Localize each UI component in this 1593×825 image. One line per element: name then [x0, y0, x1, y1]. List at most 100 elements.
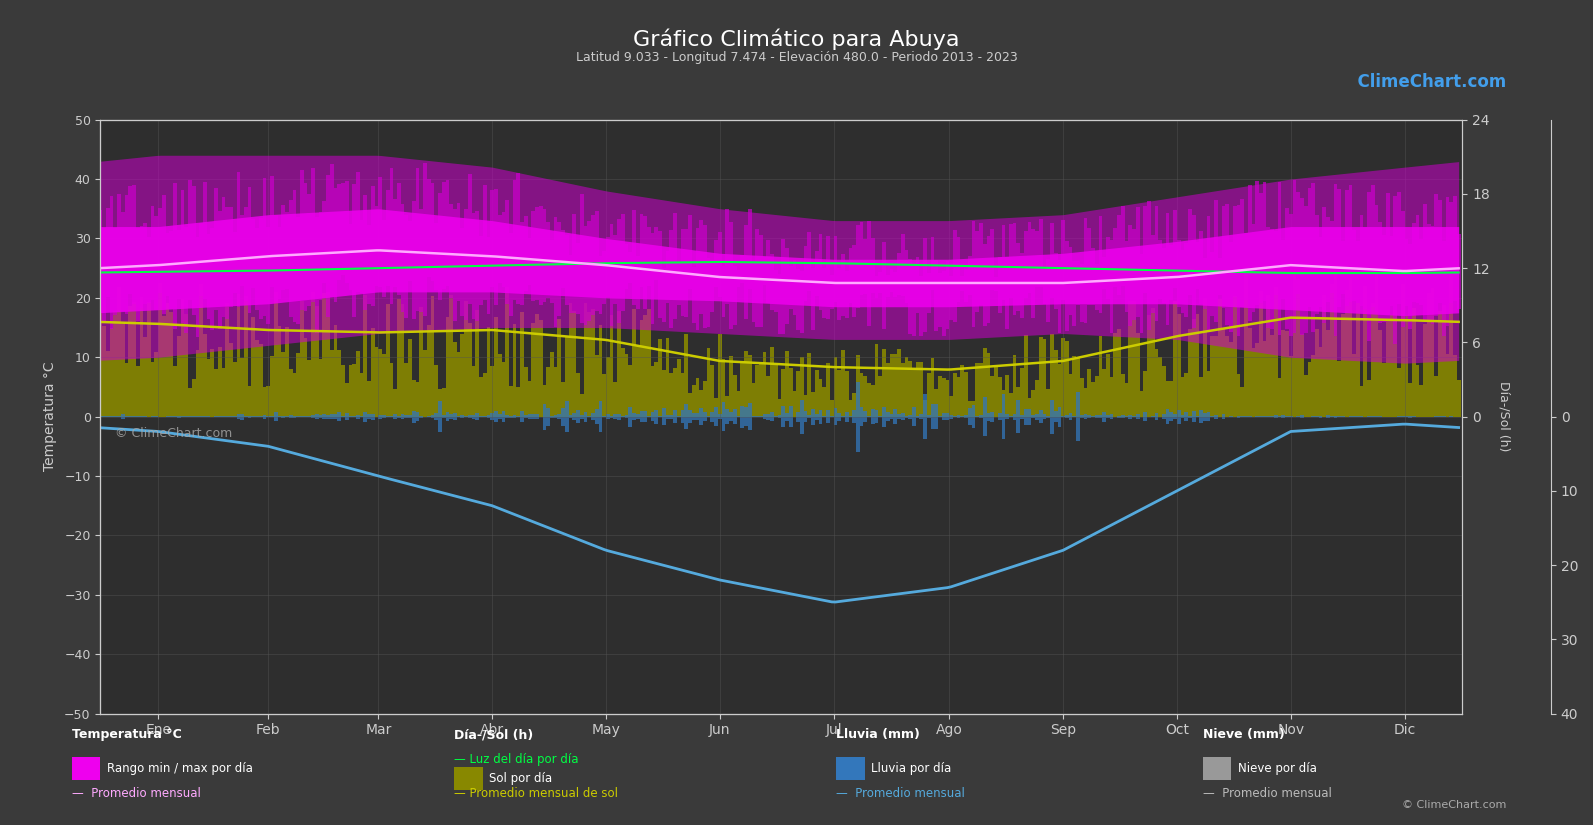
Bar [1230, 342, 1233, 417]
Bar [1013, 356, 1016, 417]
Bar [319, 415, 322, 417]
Bar [1005, 417, 1008, 419]
Bar [543, 385, 546, 417]
Bar [1364, 227, 1367, 309]
Bar [322, 293, 327, 417]
Bar [889, 269, 894, 292]
Bar [338, 351, 341, 417]
Bar [143, 337, 147, 417]
Bar [1196, 242, 1200, 289]
Bar [405, 214, 408, 318]
Bar [527, 414, 532, 417]
Bar [1453, 356, 1456, 417]
Bar [1442, 305, 1445, 417]
Text: Nieve (mm): Nieve (mm) [1203, 728, 1284, 742]
Bar [379, 349, 382, 417]
Bar [1389, 315, 1394, 417]
Bar [644, 216, 647, 309]
Bar [1356, 304, 1360, 417]
Bar [416, 412, 419, 417]
Bar [260, 218, 263, 319]
Bar [382, 417, 386, 418]
Bar [1169, 381, 1172, 417]
Bar [766, 376, 769, 417]
Bar [413, 411, 416, 417]
Bar [741, 417, 744, 427]
Bar [486, 416, 491, 417]
Bar [953, 373, 957, 417]
Bar [639, 214, 644, 287]
Bar [1161, 417, 1166, 419]
Bar [804, 246, 808, 300]
Bar [352, 364, 355, 417]
Bar [1177, 240, 1180, 308]
Bar [1386, 193, 1389, 318]
Bar [1333, 416, 1338, 417]
Bar [1300, 198, 1303, 335]
Bar [703, 412, 707, 417]
Bar [460, 417, 464, 418]
Bar [416, 417, 419, 421]
Bar [969, 408, 972, 417]
Bar [658, 232, 663, 318]
Bar [628, 252, 632, 283]
Bar [1117, 329, 1121, 417]
Bar [1169, 245, 1172, 300]
Bar [830, 399, 833, 417]
Bar [1397, 191, 1400, 304]
Bar [1058, 417, 1061, 427]
Bar [330, 417, 333, 419]
Bar [1077, 417, 1080, 441]
Bar [293, 191, 296, 322]
Bar [769, 346, 774, 417]
Bar [438, 389, 441, 417]
Bar [986, 353, 991, 417]
Text: © ClimeChart.com: © ClimeChart.com [1402, 800, 1507, 810]
Bar [1066, 341, 1069, 417]
Bar [758, 364, 763, 417]
Bar [282, 352, 285, 417]
Bar [703, 224, 707, 328]
Bar [688, 410, 691, 417]
Bar [502, 212, 505, 287]
Bar [616, 417, 621, 420]
Bar [677, 262, 680, 305]
Bar [1252, 348, 1255, 417]
Bar [202, 182, 207, 299]
Bar [1360, 386, 1364, 417]
Bar [274, 412, 277, 417]
Bar [452, 413, 457, 417]
Bar [1042, 417, 1047, 419]
Bar [816, 370, 819, 417]
Bar [554, 367, 558, 417]
Bar [980, 417, 983, 418]
Bar [1214, 415, 1219, 417]
Bar [1211, 336, 1214, 417]
Bar [1144, 370, 1147, 417]
Bar [833, 408, 838, 417]
Bar [229, 207, 233, 307]
Bar [605, 357, 610, 417]
Bar [1286, 332, 1289, 417]
Bar [118, 287, 121, 417]
Bar [1434, 375, 1438, 417]
Bar [997, 257, 1002, 314]
Bar [636, 346, 639, 417]
Bar [811, 392, 816, 417]
Bar [1166, 417, 1169, 424]
Bar [580, 417, 583, 418]
Bar [1408, 383, 1411, 417]
Bar [446, 412, 449, 417]
Bar [1281, 417, 1286, 418]
Bar [816, 413, 819, 417]
Bar [1083, 388, 1088, 417]
Bar [497, 354, 502, 417]
Bar [249, 416, 252, 417]
Bar [524, 416, 527, 417]
Bar [1013, 417, 1016, 420]
Bar [927, 417, 930, 418]
Bar [833, 237, 838, 303]
Bar [177, 229, 180, 299]
Bar [277, 327, 282, 417]
Bar [1050, 224, 1055, 298]
